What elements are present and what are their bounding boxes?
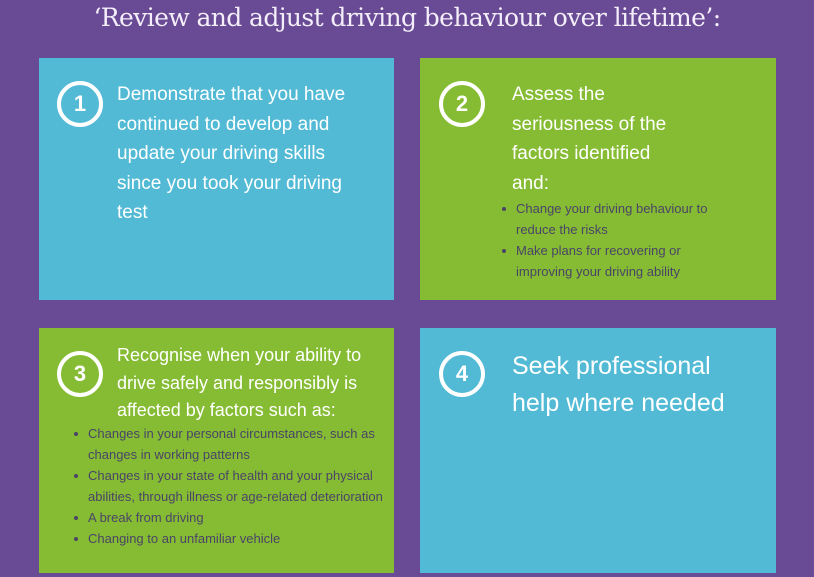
step-number-badge: 2 [439,81,485,127]
list-item: Make plans for recovering or improving y… [502,240,738,282]
step-card-3: 3 Recognise when your ability to drive s… [39,328,394,573]
step-heading: Assess the seriousness of the factors id… [512,84,667,194]
step-heading: Seek professional help where needed [512,352,725,417]
step-card-1: 1 Demonstrate that you have continued to… [39,58,394,300]
bullet-list: Changes in your personal circumstances, … [70,423,390,549]
page-title: ‘Review and adjust driving behaviour ove… [93,3,721,32]
list-item: A break from driving [74,507,390,528]
step-number-badge: 3 [57,351,103,397]
step-heading: Demonstrate that you have continued to d… [117,84,346,223]
list-item: Change your driving behaviour to reduce … [502,198,738,240]
list-item: Changes in your state of health and your… [74,465,390,507]
list-item: Changing to an unfamiliar vehicle [74,528,390,549]
step-number-badge: 4 [439,351,485,397]
step-heading: Recognise when your ability to drive saf… [117,345,362,420]
step-number-badge: 1 [57,81,103,127]
bullet-list: Change your driving behaviour to reduce … [498,198,738,282]
list-item: Changes in your personal circumstances, … [74,423,390,465]
step-card-4: 4 Seek professional help where needed [420,328,776,573]
step-card-2: 2 Assess the seriousness of the factors … [420,58,776,300]
